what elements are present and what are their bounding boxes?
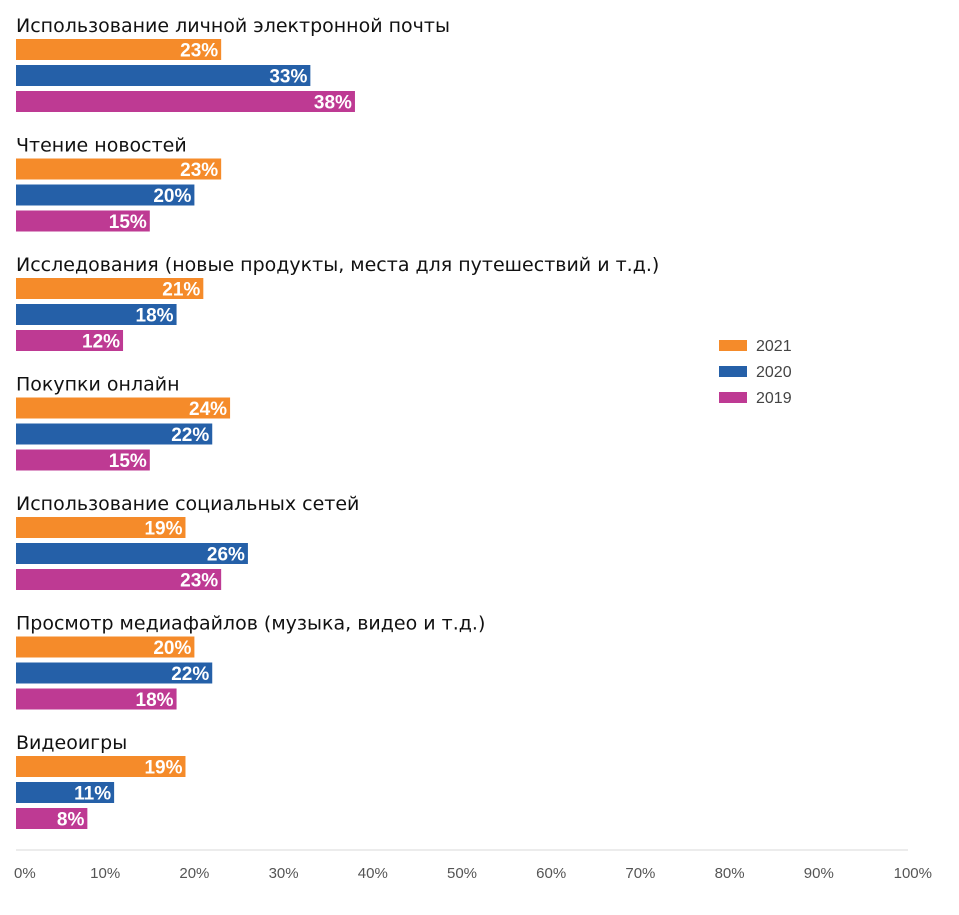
value-label: 19% — [144, 519, 182, 540]
x-tick-label: 50% — [447, 865, 477, 882]
category-group: Видеоигры 19% 11% 8% — [16, 732, 186, 831]
value-label: 23% — [180, 571, 218, 592]
category-group: Использование личной электронной почты 23… — [16, 15, 450, 114]
x-tick-label: 30% — [269, 865, 299, 882]
x-tick-label: 10% — [90, 865, 120, 882]
value-label: 23% — [180, 41, 218, 62]
value-label: 8% — [57, 810, 85, 831]
bar-2020 — [16, 184, 195, 206]
value-label: 18% — [136, 690, 174, 711]
category-groups: Использование личной электронной почты 23… — [16, 15, 659, 831]
bar-2019 — [16, 330, 124, 351]
x-axis: 0% 10% 20% 30% 40% 50% 60% 70% 80% 90% 100% — [14, 849, 932, 882]
bar-2021 — [16, 39, 222, 60]
legend-label-2020: 2020 — [756, 364, 792, 381]
x-tick-label: 80% — [715, 865, 745, 882]
value-label: 20% — [153, 638, 191, 659]
category-label: Использование личной электронной почты — [16, 15, 450, 37]
category-group: Чтение новостей 23% 20% 15% — [16, 135, 222, 233]
category-group: Исследования (новые продукты, места для … — [16, 254, 659, 353]
x-tick-label: 60% — [536, 865, 566, 882]
bar-2019 — [16, 569, 222, 590]
category-label: Использование социальных сетей — [16, 493, 359, 515]
bar-2020 — [16, 304, 177, 325]
bar-2019 — [16, 210, 150, 232]
bar-2019 — [16, 808, 88, 829]
value-label: 24% — [189, 399, 227, 420]
category-group: Просмотр медиафайлов (музыка, видео и т.… — [16, 613, 485, 711]
bar-2021 — [16, 756, 186, 777]
x-tick-label: 0% — [14, 865, 36, 882]
value-label: 22% — [171, 425, 209, 446]
x-tick-label: 70% — [625, 865, 655, 882]
category-label: Чтение новостей — [16, 135, 187, 157]
x-tick-label: 20% — [179, 865, 209, 882]
value-label: 22% — [171, 664, 209, 685]
category-label: Покупки онлайн — [16, 374, 180, 396]
category-group: Покупки онлайн 24% 22% 15% — [16, 374, 231, 472]
value-label: 15% — [109, 451, 147, 472]
value-label: 15% — [109, 212, 147, 233]
category-label: Видеоигры — [16, 732, 127, 754]
bar-2020 — [16, 782, 115, 803]
category-label: Просмотр медиафайлов (музыка, видео и т.… — [16, 613, 485, 635]
value-label: 11% — [74, 784, 111, 805]
value-label: 26% — [207, 545, 245, 566]
bar-2019 — [16, 688, 177, 710]
bar-2020 — [16, 543, 248, 564]
value-label: 12% — [82, 332, 120, 353]
bar-2021 — [16, 278, 204, 299]
legend: 2021 2020 2019 — [719, 338, 792, 407]
value-label: 38% — [314, 93, 352, 114]
bar-2020 — [16, 662, 213, 684]
category-group: Использование социальных сетей 19% 26% 23% — [16, 493, 359, 592]
bar-2019 — [16, 91, 355, 112]
value-label: 23% — [180, 160, 218, 181]
value-label: 18% — [136, 306, 174, 327]
x-tick-label: 90% — [804, 865, 834, 882]
legend-label-2019: 2019 — [756, 390, 792, 407]
bar-2021 — [16, 517, 186, 538]
bar-2021 — [16, 158, 222, 180]
category-label: Исследования (новые продукты, места для … — [16, 254, 659, 276]
bar-2019 — [16, 449, 150, 471]
value-label: 21% — [162, 280, 200, 301]
value-label: 19% — [144, 758, 182, 779]
legend-swatch-2019 — [719, 392, 747, 403]
legend-swatch-2020 — [719, 366, 747, 377]
bar-2020 — [16, 65, 311, 86]
x-tick-label: 100% — [894, 865, 932, 882]
value-label: 33% — [269, 67, 307, 88]
value-label: 20% — [153, 186, 191, 207]
legend-label-2021: 2021 — [756, 338, 792, 355]
bar-2020 — [16, 423, 213, 445]
legend-swatch-2021 — [719, 340, 747, 351]
bar-2021 — [16, 397, 231, 419]
x-tick-label: 40% — [358, 865, 388, 882]
bar-2021 — [16, 636, 195, 658]
